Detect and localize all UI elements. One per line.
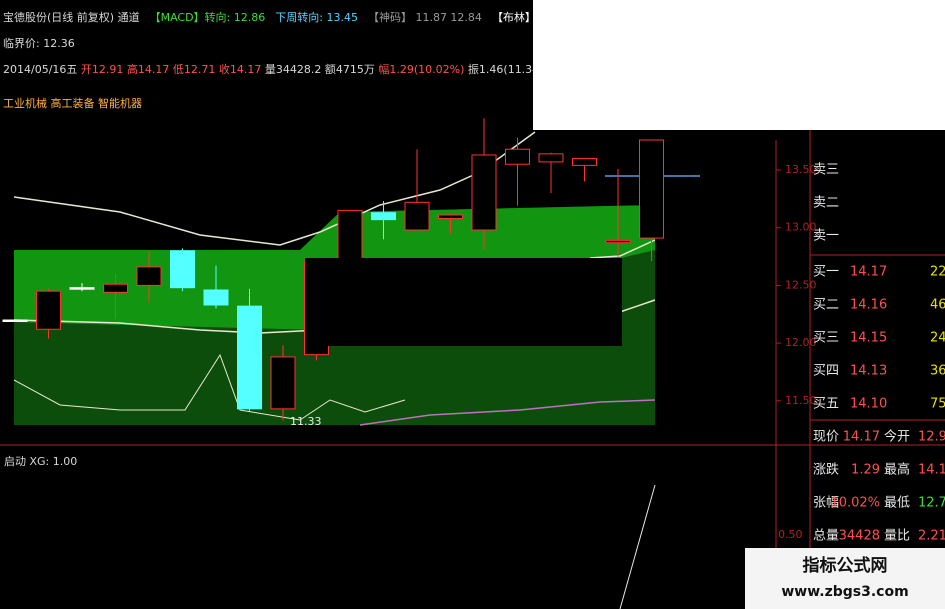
header-line: 宝德股份(日线 前复权) 通道 【MACD】转向: 12.86 下周转向: 13.4… xyxy=(3,10,590,24)
y-tick-label: 12.50 xyxy=(785,278,817,291)
quote-label: 张幅 xyxy=(813,496,839,511)
header-segment: 【神码】 11.87 12.84 xyxy=(368,10,482,24)
header-segment: 收14.17 xyxy=(219,62,265,76)
candle-body xyxy=(2,319,28,322)
candle-body xyxy=(237,305,262,410)
candle-body xyxy=(404,201,430,231)
quote-label: 今开 xyxy=(884,429,910,445)
bid-label: 买二 xyxy=(813,298,839,313)
candle-body xyxy=(572,157,597,166)
candles xyxy=(2,118,664,421)
quote-label: 量比 xyxy=(884,529,910,544)
indicator-label: 启动 XG: 1.00 xyxy=(4,455,77,468)
quote-value: 12.71 xyxy=(918,496,945,511)
candle-body xyxy=(270,356,296,410)
quote-value: 1.29 xyxy=(851,463,880,478)
header-segment: 宝德股份(日线 前复权) 通道 xyxy=(3,10,140,24)
candle-body xyxy=(471,154,497,231)
candle-body xyxy=(136,266,162,286)
bid-volume: 24 xyxy=(930,331,945,346)
quote-label: 最低 xyxy=(884,496,910,511)
middle-band xyxy=(13,319,321,334)
bid-price: 14.13 xyxy=(850,364,887,379)
y-tick-label: 11.50 xyxy=(785,394,817,407)
quote-label: 总量 xyxy=(813,529,839,544)
bid-label: 买三 xyxy=(813,331,839,346)
quote-value: 2.21 xyxy=(918,529,945,544)
bid-volume: 36 xyxy=(930,364,945,379)
quote-label: 现价 xyxy=(813,430,839,445)
quote-label: 最高 xyxy=(884,462,910,478)
header-segment: 额4715万 xyxy=(325,63,379,76)
purple-line xyxy=(359,399,656,426)
candle-body xyxy=(538,153,564,163)
candle-body xyxy=(438,214,463,219)
candle-body xyxy=(639,139,664,239)
indicator-line xyxy=(13,353,406,421)
header-segment: 幅1.29(10.02%) xyxy=(378,63,468,76)
header-segment: 【MACD】转向: 12.86 xyxy=(150,10,266,24)
quote-value: 34428 xyxy=(839,529,880,544)
bid-price: 14.10 xyxy=(850,397,887,412)
candle-body xyxy=(505,148,530,165)
header-segment: 开12.91 xyxy=(81,63,127,76)
y-tick-label: 13.00 xyxy=(785,221,817,234)
indicator-stroke xyxy=(619,484,656,609)
quote-label: 涨跌 xyxy=(813,462,839,478)
bid-label: 买五 xyxy=(813,397,839,412)
quote-value: 10.02% xyxy=(830,496,880,511)
candle-body xyxy=(36,290,61,330)
candle-body xyxy=(103,283,128,293)
candle-body xyxy=(337,209,363,263)
ask-label: 卖二 xyxy=(813,196,839,211)
bid-price: 14.17 xyxy=(850,265,887,280)
bid-label: 买四 xyxy=(813,364,839,379)
y-tick-label: 13.50 xyxy=(785,163,817,176)
header-segment: 低12.71 xyxy=(173,63,219,76)
middle-band-right xyxy=(589,239,656,259)
bid-volume: 224 xyxy=(930,265,945,280)
ask-label: 卖三 xyxy=(813,163,839,178)
bid-volume: 75 xyxy=(930,397,945,412)
y-tick-label: 12.00 xyxy=(785,336,817,349)
watermark-url: www.zbgs3.com xyxy=(781,584,908,600)
bid-volume: 46 xyxy=(930,298,945,313)
candle-body xyxy=(203,289,229,306)
redaction xyxy=(305,258,622,346)
watermark-title: 指标公式网 xyxy=(803,555,888,576)
candle-body xyxy=(605,239,631,244)
bid-label: 买一 xyxy=(813,265,839,280)
low-annotation: 11.33 xyxy=(290,415,322,428)
bid-price: 14.15 xyxy=(850,331,887,346)
tags: 工业机械 高工装备 智能机器 xyxy=(3,96,142,110)
y-axis: 13.50 13.00 12.50 12.00 11.50 xyxy=(776,163,817,407)
header-segment: 2014/05/16五 xyxy=(3,63,81,76)
ask-label: 卖一 xyxy=(813,229,839,244)
candle-body xyxy=(170,250,195,289)
bid-price: 14.16 xyxy=(850,298,887,313)
watermark-box xyxy=(745,548,945,609)
quote-value: 14.17 xyxy=(843,430,880,445)
header-segment: 下周转向: 13.45 xyxy=(275,10,358,24)
upper-band xyxy=(13,131,536,246)
header-segment: 高14.17 xyxy=(127,62,173,76)
white-mask xyxy=(533,0,945,130)
lower-band xyxy=(619,299,656,313)
header-segment: 量34428.2 xyxy=(265,63,325,76)
critical-price: 临界价: 12.36 xyxy=(3,36,75,50)
indicator-axis-label: 0.50 xyxy=(778,528,803,541)
quote-value: 14.17 xyxy=(918,463,945,478)
candle-body xyxy=(69,287,95,290)
candle-body xyxy=(371,212,396,221)
quote-value: 12.91 xyxy=(918,430,945,445)
